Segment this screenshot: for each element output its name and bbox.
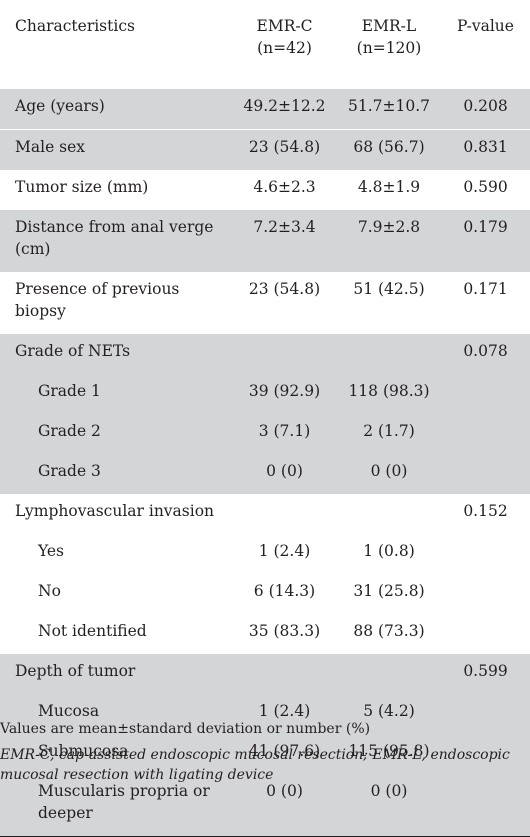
row-label: Distance from anal verge (cm) xyxy=(0,210,232,272)
row-label: Grade 3 xyxy=(0,454,232,494)
table-row: Mucosa 1 (2.4) 5 (4.2) xyxy=(0,694,530,734)
header-emr-l-n: (n=120) xyxy=(356,39,422,57)
row-emr-c: 1 (2.4) xyxy=(232,694,337,734)
header-emr-l-label: EMR-L xyxy=(361,17,417,35)
row-emr-c: 35 (83.3) xyxy=(248,622,321,640)
table-row: Grade 2 3 (7.1) 2 (1.7) xyxy=(0,414,530,454)
row-emr-l: 68 (56.7) xyxy=(337,129,441,170)
table-row: Lymphovascular invasion 0.152 xyxy=(0,494,530,534)
row-label: Tumor size (mm) xyxy=(15,178,149,196)
row-emr-l: 31 (25.8) xyxy=(353,582,425,600)
row-label: Not identified xyxy=(38,622,147,640)
row-emr-c: 39 (92.9) xyxy=(232,374,337,414)
row-p-value xyxy=(441,734,530,774)
table-row: Age (years) 49.2±12.2 51.7±10.7 0.208 xyxy=(0,89,530,130)
row-emr-c: 41 (97.6) xyxy=(232,734,337,774)
row-p-value: 0.179 xyxy=(441,210,530,272)
row-emr-l: 7.9±2.8 xyxy=(337,210,441,272)
row-emr-l: 5 (4.2) xyxy=(337,694,441,734)
row-emr-l: 4.8±1.9 xyxy=(357,178,421,196)
table-row: No 6 (14.3) 31 (25.8) xyxy=(0,574,530,614)
table-footnotes: Values are mean±standard deviation or nu… xyxy=(0,719,530,785)
row-emr-l xyxy=(337,654,441,694)
row-emr-l xyxy=(337,334,441,374)
header-p-value: P-value xyxy=(457,17,514,35)
row-p-value xyxy=(441,614,530,654)
row-label: Submucosa xyxy=(0,734,232,774)
table-row: Not identified 35 (83.3) 88 (73.3) xyxy=(0,614,530,654)
table-row: Presence of previous biopsy 23 (54.8) 51… xyxy=(0,272,530,334)
row-emr-c: 23 (54.8) xyxy=(232,129,337,170)
header-emr-c-label: EMR-C xyxy=(256,17,313,35)
row-emr-l: 51.7±10.7 xyxy=(337,89,441,130)
row-p-value xyxy=(441,374,530,414)
row-p-value xyxy=(441,574,530,614)
row-p-value: 0.590 xyxy=(463,178,508,196)
table-row: Male sex 23 (54.8) 68 (56.7) 0.831 xyxy=(0,129,530,170)
table-row: Grade of NETs 0.078 xyxy=(0,334,530,374)
row-emr-c: 6 (14.3) xyxy=(253,582,316,600)
row-p-value: 0.171 xyxy=(463,280,508,298)
row-p-value xyxy=(441,454,530,494)
row-emr-c xyxy=(232,494,337,534)
row-p-value: 0.599 xyxy=(441,654,530,694)
row-label: Age (years) xyxy=(0,89,232,130)
row-p-value xyxy=(441,414,530,454)
row-p-value: 0.831 xyxy=(441,129,530,170)
row-emr-l xyxy=(337,494,441,534)
row-emr-l: 118 (98.3) xyxy=(337,374,441,414)
row-p-value xyxy=(441,694,530,734)
row-emr-l: 115 (95.8) xyxy=(337,734,441,774)
footnote-values: Values are mean±standard deviation or nu… xyxy=(0,721,371,737)
row-label: No xyxy=(38,582,61,600)
row-label: Presence of previous biopsy xyxy=(15,280,180,320)
row-p-value: 0.152 xyxy=(463,502,508,520)
table-row: Grade 3 0 (0) 0 (0) xyxy=(0,454,530,494)
row-label: Depth of tumor xyxy=(0,654,232,694)
header-emr-l: EMR-L (n=120) xyxy=(337,0,441,89)
header-emr-c-n: (n=42) xyxy=(257,39,312,57)
row-emr-c: 0 (0) xyxy=(232,454,337,494)
row-emr-c: 23 (54.8) xyxy=(248,280,321,298)
table-row: Yes 1 (2.4) 1 (0.8) xyxy=(0,534,530,574)
row-label: Yes xyxy=(38,542,65,560)
row-emr-c: 1 (2.4) xyxy=(258,542,311,560)
row-label: Grade 2 xyxy=(0,414,232,454)
header-emr-c: EMR-C (n=42) xyxy=(232,0,337,89)
row-label: Lymphovascular invasion xyxy=(15,502,215,520)
row-p-value: 0.208 xyxy=(441,89,530,130)
table-row: Grade 1 39 (92.9) 118 (98.3) xyxy=(0,374,530,414)
row-label: Grade of NETs xyxy=(0,334,232,374)
row-label: Mucosa xyxy=(0,694,232,734)
table-row: Distance from anal verge (cm) 7.2±3.4 7.… xyxy=(0,210,530,272)
row-emr-c: 7.2±3.4 xyxy=(232,210,337,272)
row-emr-c xyxy=(232,654,337,694)
row-p-value xyxy=(441,534,530,574)
table-row: Submucosa 41 (97.6) 115 (95.8) xyxy=(0,734,530,774)
row-emr-l: 0 (0) xyxy=(337,454,441,494)
row-emr-l: 1 (0.8) xyxy=(363,542,415,560)
row-emr-c: 4.6±2.3 xyxy=(253,178,316,196)
row-emr-c xyxy=(232,334,337,374)
table-row: Depth of tumor 0.599 xyxy=(0,654,530,694)
footnote-abbreviations: EMR-C, cap-assisted endoscopic mucosal r… xyxy=(0,747,510,783)
header-characteristics: Characteristics xyxy=(15,17,135,35)
row-emr-l: 2 (1.7) xyxy=(337,414,441,454)
row-label: Grade 1 xyxy=(0,374,232,414)
row-label: Male sex xyxy=(0,129,232,170)
table-row: Tumor size (mm) 4.6±2.3 4.8±1.9 0.590 xyxy=(0,170,530,210)
row-emr-c: 3 (7.1) xyxy=(232,414,337,454)
row-emr-c: 49.2±12.2 xyxy=(232,89,337,130)
table-page: Characteristics EMR-C (n=42) EMR-L (n=120)… xyxy=(0,17,530,837)
table-header-row: Characteristics EMR-C (n=42) EMR-L (n=120)… xyxy=(0,0,530,89)
row-p-value: 0.078 xyxy=(441,334,530,374)
row-emr-l: 88 (73.3) xyxy=(353,622,425,640)
row-emr-l: 51 (42.5) xyxy=(353,280,425,298)
